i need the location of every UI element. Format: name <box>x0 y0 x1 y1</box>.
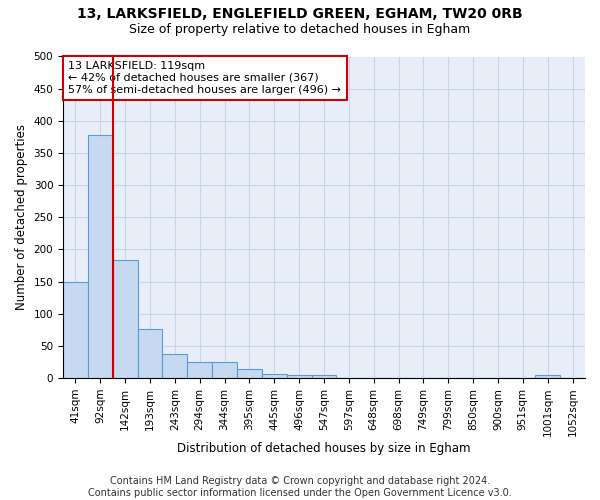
Bar <box>311 375 337 378</box>
Bar <box>63 282 88 378</box>
Text: Size of property relative to detached houses in Egham: Size of property relative to detached ho… <box>130 22 470 36</box>
Bar <box>535 375 560 378</box>
Bar <box>88 135 113 378</box>
Bar <box>187 362 212 378</box>
Bar <box>212 362 237 378</box>
X-axis label: Distribution of detached houses by size in Egham: Distribution of detached houses by size … <box>177 442 471 455</box>
Bar <box>262 374 287 378</box>
Text: Contains HM Land Registry data © Crown copyright and database right 2024.
Contai: Contains HM Land Registry data © Crown c… <box>88 476 512 498</box>
Text: 13 LARKSFIELD: 119sqm
← 42% of detached houses are smaller (367)
57% of semi-det: 13 LARKSFIELD: 119sqm ← 42% of detached … <box>68 62 341 94</box>
Bar <box>237 369 262 378</box>
Bar <box>287 375 311 378</box>
Bar <box>113 260 137 378</box>
Bar <box>163 354 187 378</box>
Y-axis label: Number of detached properties: Number of detached properties <box>15 124 28 310</box>
Bar <box>137 328 163 378</box>
Text: 13, LARKSFIELD, ENGLEFIELD GREEN, EGHAM, TW20 0RB: 13, LARKSFIELD, ENGLEFIELD GREEN, EGHAM,… <box>77 8 523 22</box>
